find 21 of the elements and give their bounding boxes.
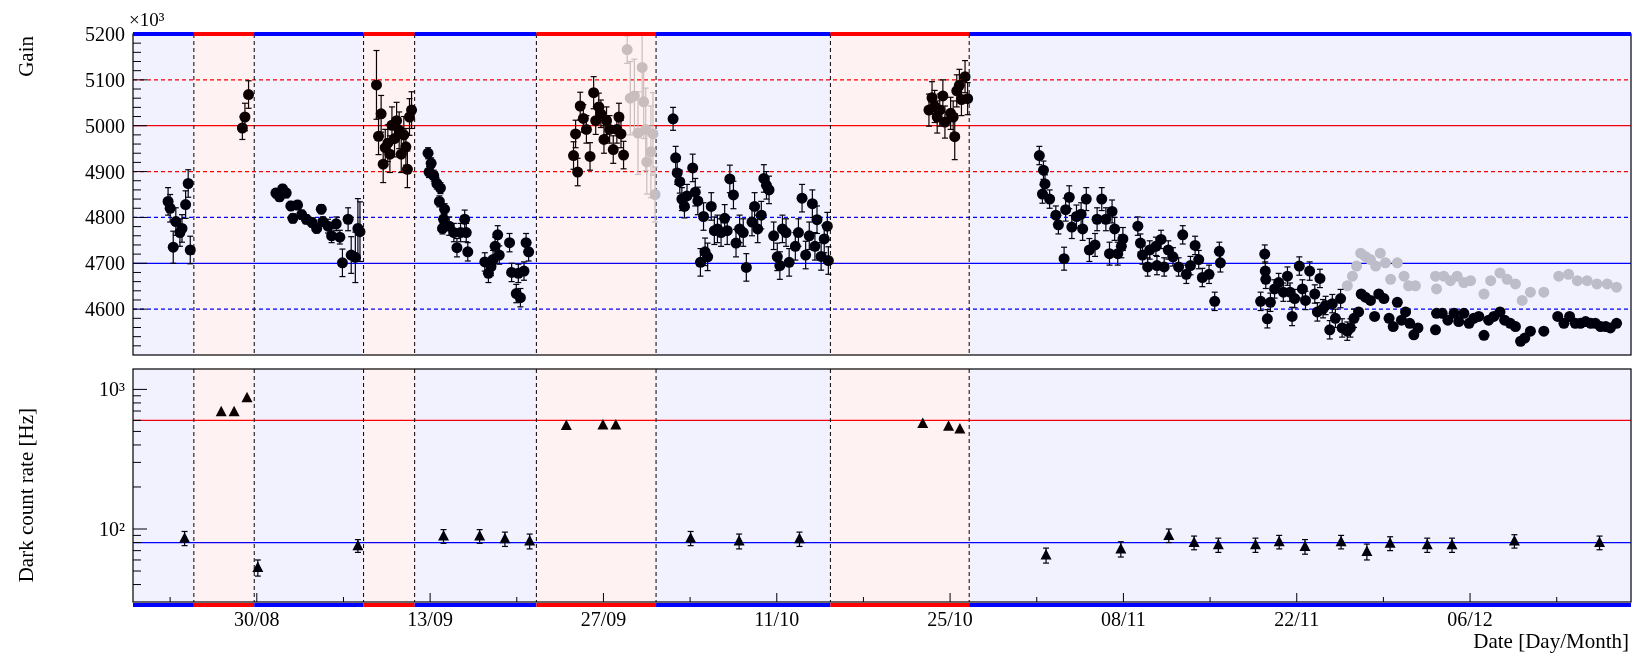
x-tick-label: 11/10 — [754, 608, 800, 630]
y-tick-label: 5200 — [85, 23, 125, 45]
x-axis-title: Date [Day/Month] — [1473, 629, 1629, 653]
x-tick-label: 08/11 — [1101, 608, 1146, 630]
x-tick-label: 22/11 — [1274, 608, 1320, 630]
y-tick-label: 5000 — [85, 114, 125, 137]
y-axis-title: Dark count rate [Hz] — [14, 408, 38, 583]
text: ×10³ — [129, 9, 165, 30]
y-tick-label: 4900 — [85, 160, 125, 183]
y-axis-title: Gain — [14, 35, 38, 77]
y-tick-label: 5100 — [85, 68, 125, 91]
y-tick-label: 10³ — [99, 378, 125, 401]
x-tick-label: 27/09 — [580, 608, 627, 630]
x-tick-label: 25/10 — [927, 608, 973, 630]
y-tick-label: 4600 — [85, 298, 125, 321]
y-tick-label: 4800 — [85, 206, 125, 229]
y-tick-label: 10² — [99, 518, 125, 540]
x-tick-label: 13/09 — [407, 608, 453, 630]
x-tick-label: 30/08 — [234, 608, 280, 630]
y-tick-label: 4700 — [85, 252, 125, 275]
x-tick-label: 06/12 — [1447, 608, 1493, 630]
